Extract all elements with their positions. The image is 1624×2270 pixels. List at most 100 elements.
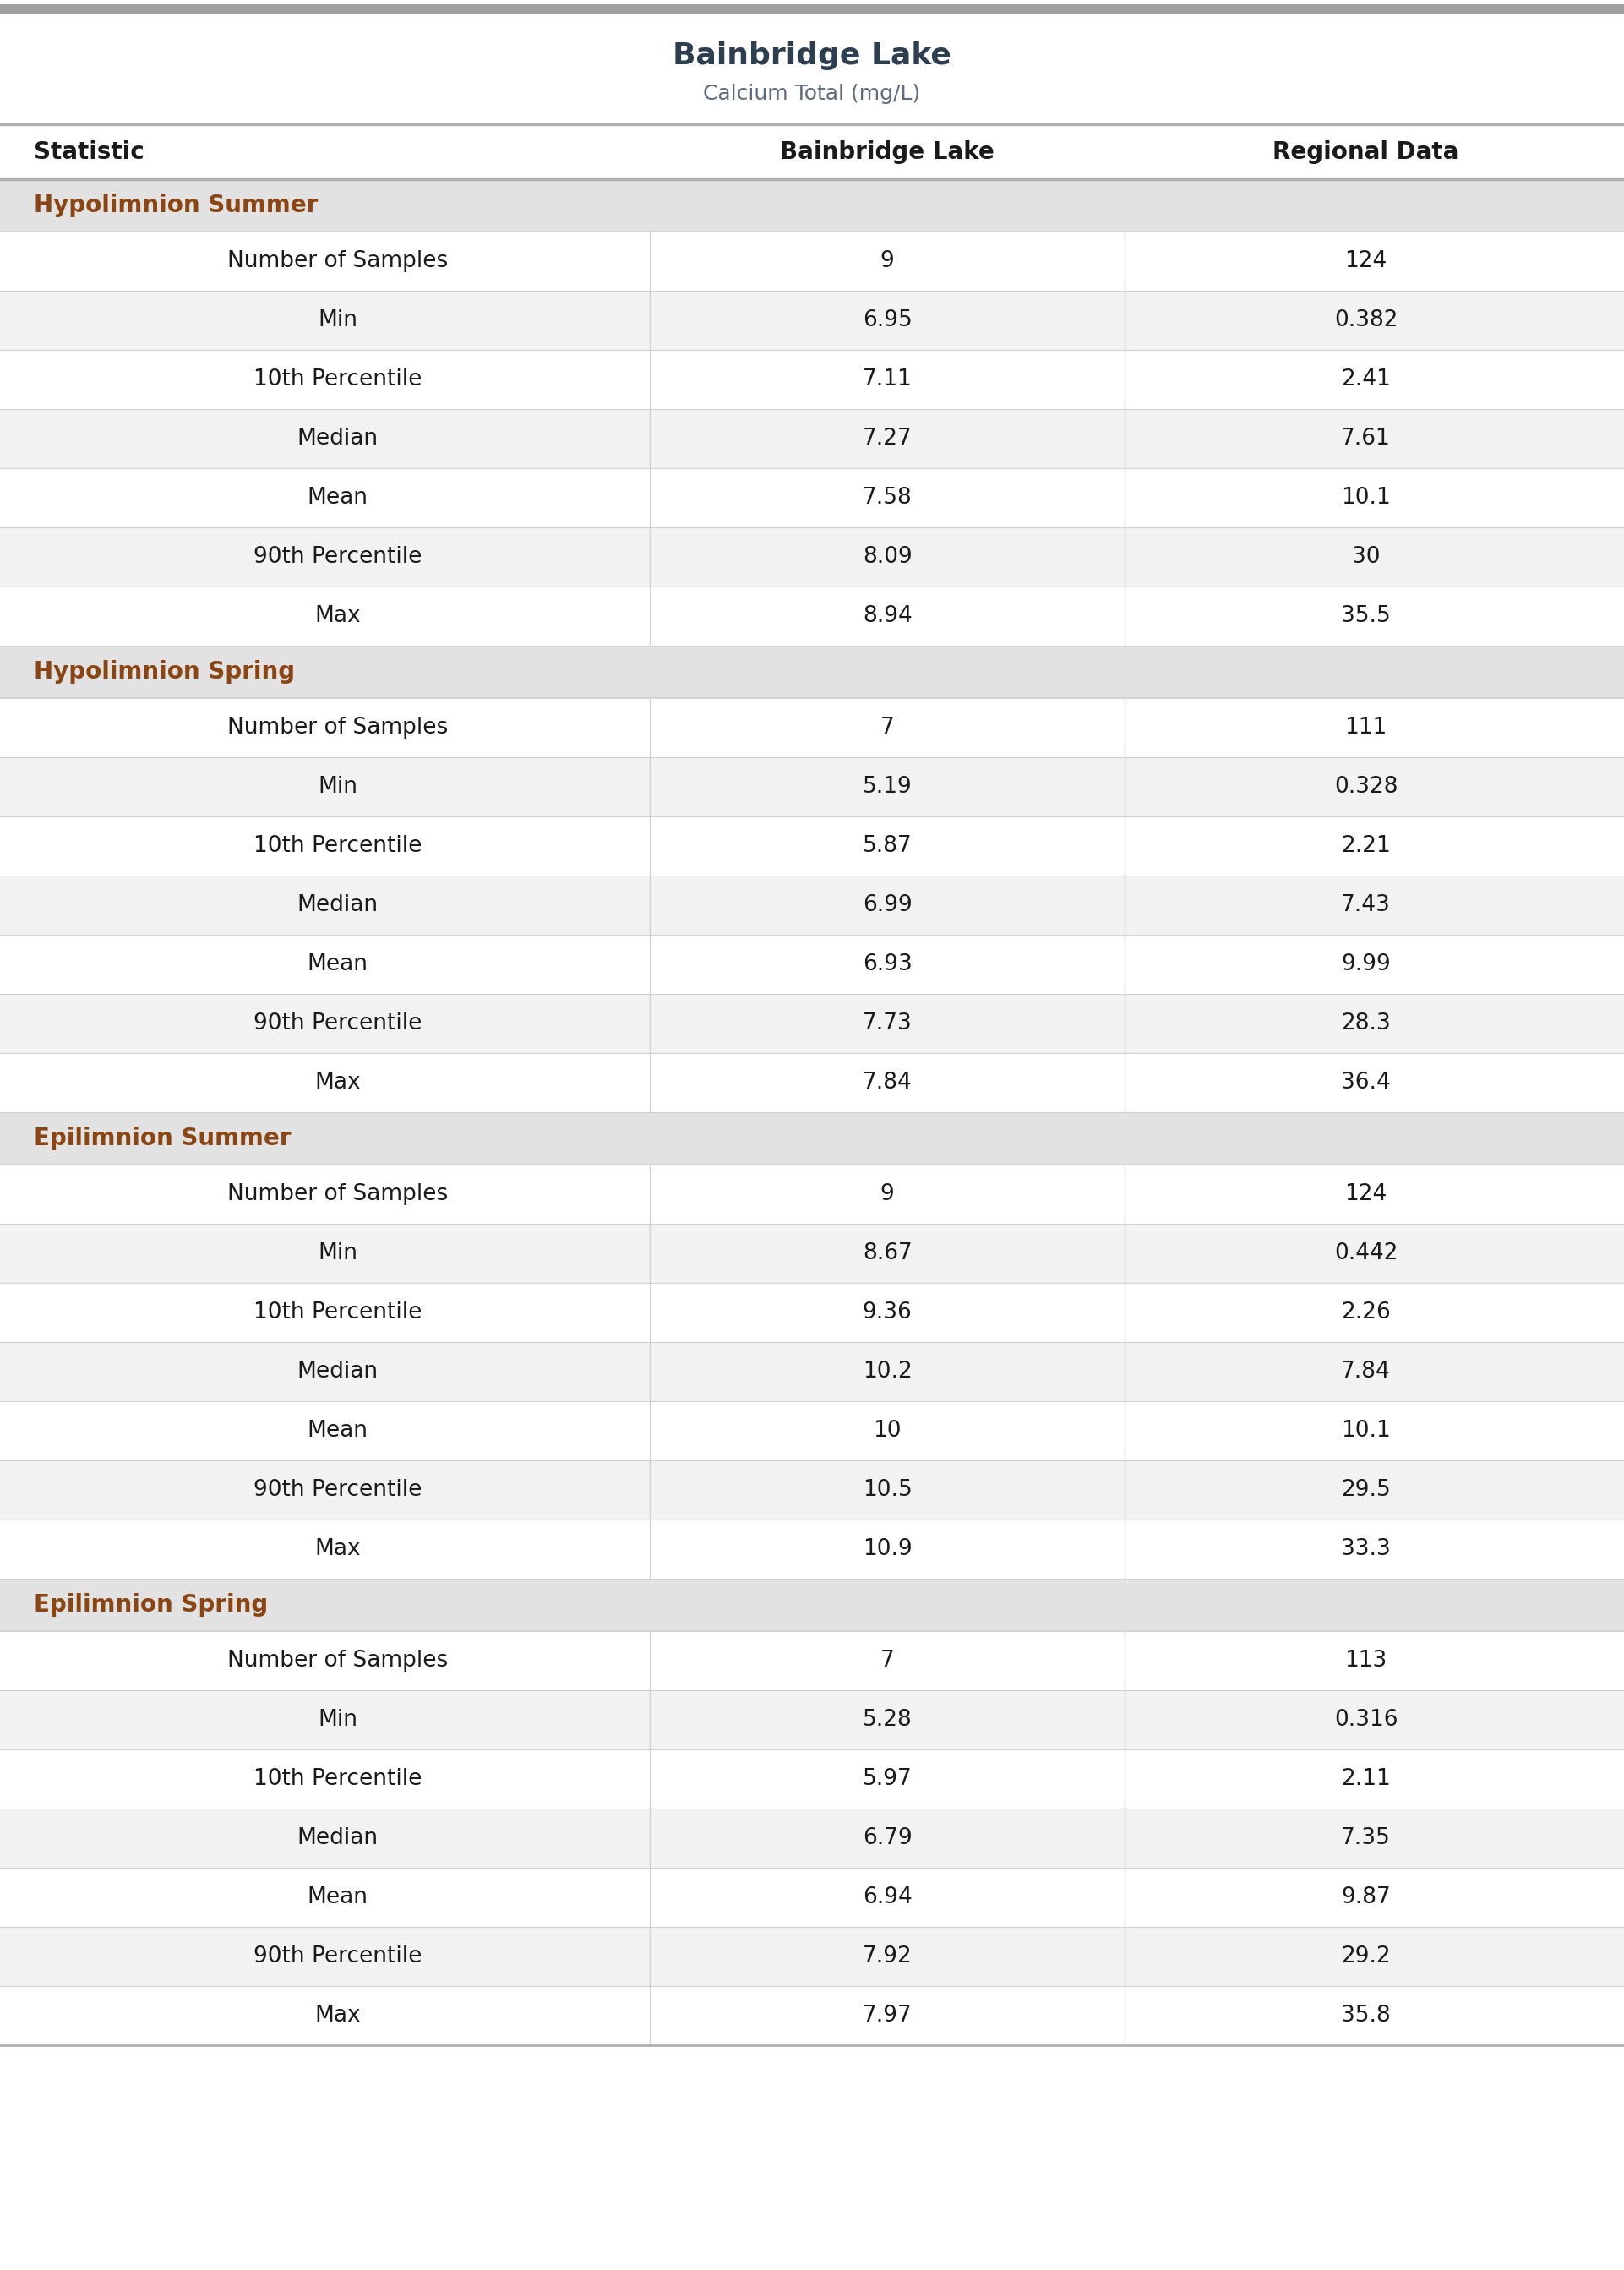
Text: 30: 30: [1351, 547, 1380, 568]
Text: Max: Max: [315, 1539, 361, 1559]
Text: 7.61: 7.61: [1341, 427, 1390, 449]
Bar: [0, 1112, 1624, 1165]
Bar: [0, 1750, 1624, 1809]
Text: 5.19: 5.19: [862, 776, 913, 797]
Text: Max: Max: [315, 606, 361, 627]
Text: 5.87: 5.87: [862, 835, 913, 858]
Text: Calcium Total (mg/L): Calcium Total (mg/L): [703, 84, 921, 104]
Bar: [0, 645, 1624, 699]
Bar: [0, 1165, 1624, 1224]
Text: 10th Percentile: 10th Percentile: [253, 835, 422, 858]
Bar: [0, 1868, 1624, 1927]
Bar: [0, 1401, 1624, 1460]
Text: Median: Median: [297, 1827, 378, 1850]
Text: 2.26: 2.26: [1341, 1301, 1390, 1323]
Text: Hypolimnion Spring: Hypolimnion Spring: [34, 661, 296, 683]
Text: Mean: Mean: [307, 953, 369, 976]
Text: Median: Median: [297, 894, 378, 917]
Text: Number of Samples: Number of Samples: [227, 1183, 448, 1205]
Text: Mean: Mean: [307, 1419, 369, 1441]
Text: 10.5: 10.5: [862, 1480, 913, 1500]
Text: 0.442: 0.442: [1333, 1242, 1398, 1264]
Text: 6.99: 6.99: [862, 894, 913, 917]
Text: 90th Percentile: 90th Percentile: [253, 1480, 422, 1500]
Text: 7: 7: [880, 717, 895, 738]
Bar: [0, 468, 1624, 527]
Text: 7.92: 7.92: [862, 1945, 913, 1968]
Bar: [0, 14, 1624, 125]
Text: 8.94: 8.94: [862, 606, 913, 627]
Text: 10: 10: [874, 1419, 901, 1441]
Text: Epilimnion Summer: Epilimnion Summer: [34, 1126, 291, 1151]
Bar: [0, 1342, 1624, 1401]
Text: 7.73: 7.73: [862, 1012, 913, 1035]
Bar: [0, 291, 1624, 350]
Bar: [0, 1460, 1624, 1519]
Text: 7.43: 7.43: [1341, 894, 1390, 917]
Text: 111: 111: [1345, 717, 1387, 738]
Text: Statistic: Statistic: [34, 141, 145, 163]
Bar: [0, 1578, 1624, 1632]
Text: 90th Percentile: 90th Percentile: [253, 547, 422, 568]
Text: 28.3: 28.3: [1341, 1012, 1390, 1035]
Text: 124: 124: [1345, 250, 1387, 272]
Text: Max: Max: [315, 1071, 361, 1094]
Text: 90th Percentile: 90th Percentile: [253, 1012, 422, 1035]
Text: Mean: Mean: [307, 1886, 369, 1909]
Text: Min: Min: [318, 1242, 357, 1264]
Text: 5.97: 5.97: [862, 1768, 913, 1791]
Bar: [0, 1632, 1624, 1691]
Text: Epilimnion Spring: Epilimnion Spring: [34, 1594, 268, 1616]
Bar: [0, 1053, 1624, 1112]
Bar: [0, 232, 1624, 291]
Bar: [0, 125, 1624, 179]
Text: 7.35: 7.35: [1341, 1827, 1390, 1850]
Bar: [0, 1519, 1624, 1578]
Bar: [0, 5, 1624, 14]
Text: 10.1: 10.1: [1341, 486, 1390, 508]
Bar: [0, 409, 1624, 468]
Text: Hypolimnion Summer: Hypolimnion Summer: [34, 193, 318, 218]
Text: 8.67: 8.67: [862, 1242, 913, 1264]
Bar: [0, 179, 1624, 232]
Text: Number of Samples: Number of Samples: [227, 1650, 448, 1671]
Text: 10.2: 10.2: [862, 1360, 913, 1382]
Text: Max: Max: [315, 2004, 361, 2027]
Text: Number of Samples: Number of Samples: [227, 250, 448, 272]
Bar: [0, 994, 1624, 1053]
Text: Bainbridge Lake: Bainbridge Lake: [672, 41, 952, 70]
Bar: [0, 527, 1624, 586]
Text: Median: Median: [297, 427, 378, 449]
Text: 10th Percentile: 10th Percentile: [253, 1768, 422, 1791]
Text: Regional Data: Regional Data: [1273, 141, 1458, 163]
Text: 29.2: 29.2: [1341, 1945, 1390, 1968]
Text: Number of Samples: Number of Samples: [227, 717, 448, 738]
Text: 35.8: 35.8: [1341, 2004, 1390, 2027]
Text: 9: 9: [880, 1183, 895, 1205]
Text: Min: Min: [318, 776, 357, 797]
Text: 9.99: 9.99: [1341, 953, 1390, 976]
Text: 113: 113: [1345, 1650, 1387, 1671]
Text: 29.5: 29.5: [1341, 1480, 1390, 1500]
Text: 90th Percentile: 90th Percentile: [253, 1945, 422, 1968]
Text: 10.9: 10.9: [862, 1539, 913, 1559]
Text: Bainbridge Lake: Bainbridge Lake: [780, 141, 994, 163]
Text: 0.328: 0.328: [1333, 776, 1398, 797]
Text: Min: Min: [318, 309, 357, 331]
Text: Median: Median: [297, 1360, 378, 1382]
Text: 124: 124: [1345, 1183, 1387, 1205]
Text: Mean: Mean: [307, 486, 369, 508]
Text: 2.11: 2.11: [1341, 1768, 1390, 1791]
Bar: [0, 1283, 1624, 1342]
Bar: [0, 586, 1624, 645]
Bar: [0, 1927, 1624, 1986]
Bar: [0, 876, 1624, 935]
Text: 10.1: 10.1: [1341, 1419, 1390, 1441]
Bar: [0, 758, 1624, 817]
Text: 9: 9: [880, 250, 895, 272]
Text: 6.94: 6.94: [862, 1886, 913, 1909]
Text: Min: Min: [318, 1709, 357, 1730]
Bar: [0, 1224, 1624, 1283]
Text: 7.27: 7.27: [862, 427, 913, 449]
Text: 0.316: 0.316: [1333, 1709, 1398, 1730]
